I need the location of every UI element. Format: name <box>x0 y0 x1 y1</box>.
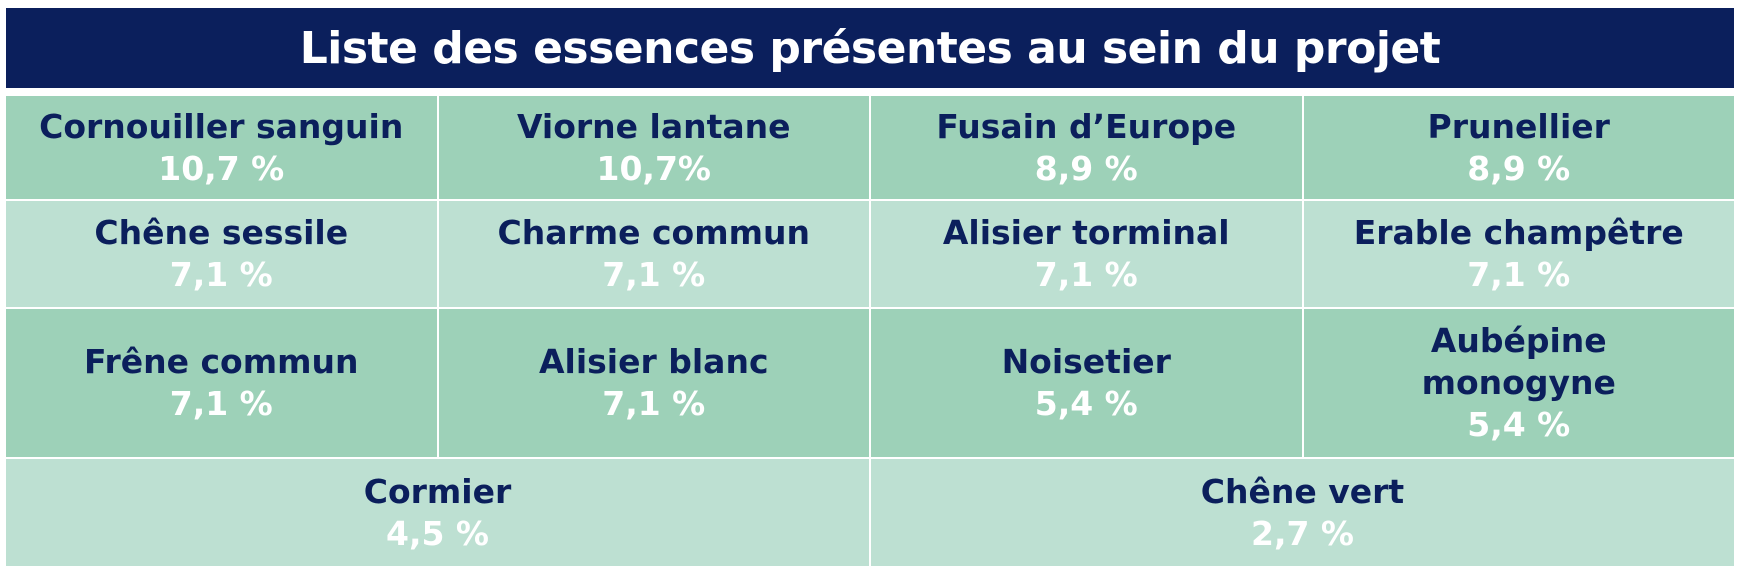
species-cell: Cornouiller sanguin 10,7 % <box>6 96 437 199</box>
species-cell: Chêne vert 2,7 % <box>871 459 1734 566</box>
species-cell: Noisetier 5,4 % <box>871 309 1302 457</box>
species-name: Aubépine monogyne <box>1421 321 1616 402</box>
species-cell: Charme commun 7,1 % <box>438 201 869 307</box>
species-percentage: 5,4 % <box>1034 384 1138 423</box>
species-name: Alisier blanc <box>538 342 769 381</box>
species-cell: Alisier torminal 7,1 % <box>871 201 1302 307</box>
species-name: Cornouiller sanguin <box>39 106 404 146</box>
species-percentage: 5,4 % <box>1467 405 1571 444</box>
species-name: Prunellier <box>1427 106 1610 146</box>
species-percentage: 7,1 % <box>602 255 706 294</box>
species-cell: Fusain d’Europe 8,9 % <box>871 96 1302 199</box>
species-percentage: 4,5 % <box>385 513 489 553</box>
species-name: Erable champêtre <box>1353 213 1684 252</box>
species-name: Chêne sessile <box>94 213 349 252</box>
species-name: Cormier <box>363 471 512 511</box>
species-cell: Alisier blanc 7,1 % <box>438 309 869 457</box>
species-cell: Viorne lantane 10,7% <box>438 96 869 199</box>
species-cell: Prunellier 8,9 % <box>1303 96 1734 199</box>
species-cell: Frêne commun 7,1 % <box>6 309 437 457</box>
species-percentage: 10,7 % <box>158 148 285 188</box>
table-title: Liste des essences présentes au sein du … <box>6 8 1734 88</box>
species-percentage: 7,1 % <box>602 384 706 423</box>
species-percentage: 7,1 % <box>169 384 273 423</box>
species-name: Noisetier <box>1001 342 1171 381</box>
species-percentage: 7,1 % <box>1034 255 1138 294</box>
species-name: Charme commun <box>497 213 810 252</box>
species-percentage: 7,1 % <box>169 255 273 294</box>
species-cell: Erable champêtre 7,1 % <box>1303 201 1734 307</box>
species-cell: Cormier 4,5 % <box>6 459 869 566</box>
species-percentage: 7,1 % <box>1467 255 1571 294</box>
species-name: Alisier torminal <box>942 213 1230 252</box>
species-percentage: 10,7% <box>596 148 712 188</box>
species-cell: Chêne sessile 7,1 % <box>6 201 437 307</box>
species-grid: Cornouiller sanguin 10,7 % Viorne lantan… <box>6 96 1734 568</box>
species-cell: Aubépine monogyne 5,4 % <box>1303 309 1734 457</box>
species-percentage: 2,7 % <box>1250 513 1354 553</box>
species-percentage: 8,9 % <box>1467 148 1571 188</box>
species-name: Fusain d’Europe <box>936 106 1237 146</box>
species-name: Viorne lantane <box>516 106 791 146</box>
species-percentage: 8,9 % <box>1034 148 1138 188</box>
species-name: Chêne vert <box>1200 471 1405 511</box>
species-name: Frêne commun <box>84 342 359 381</box>
